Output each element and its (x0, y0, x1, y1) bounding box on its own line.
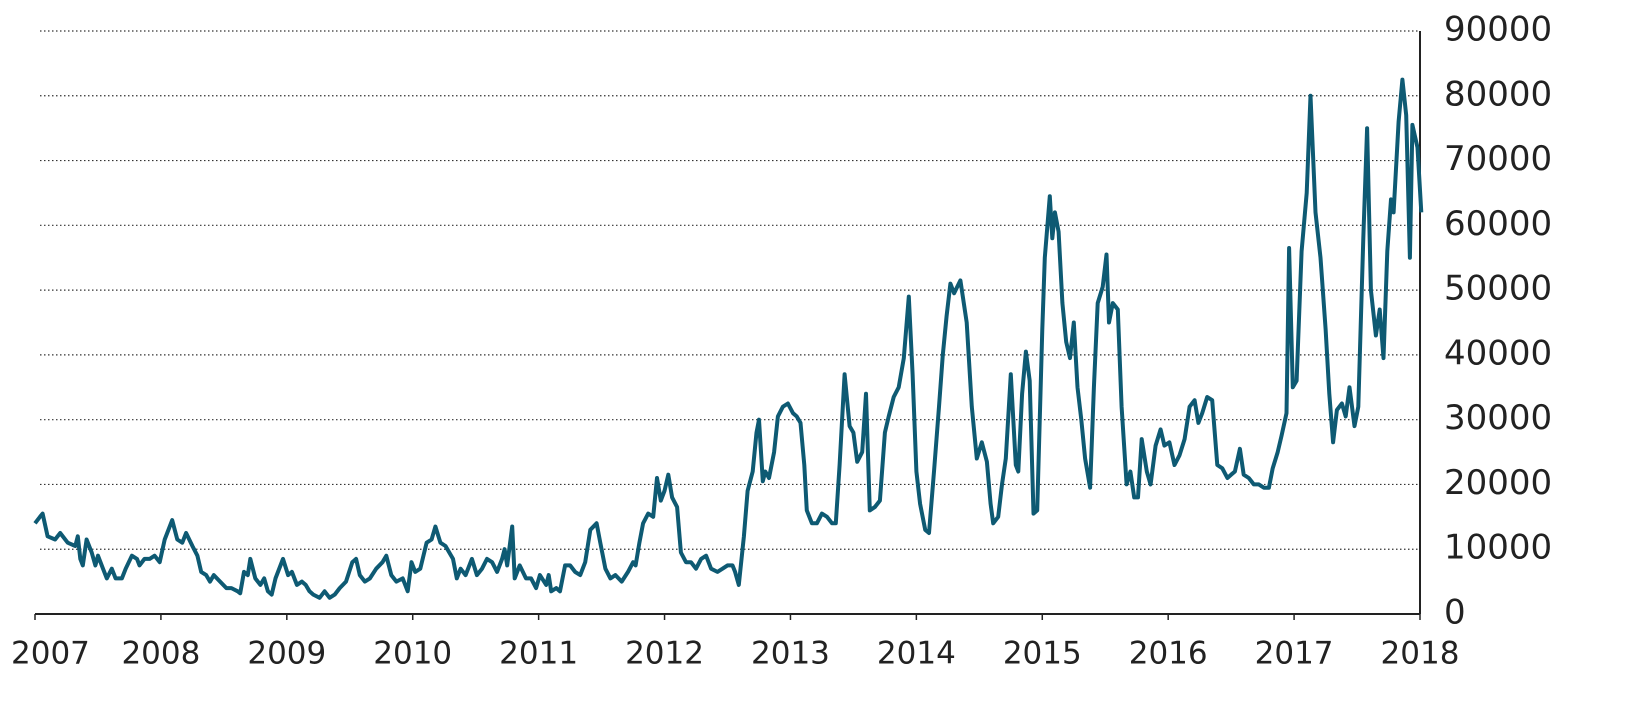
x-tick-label: 2018 (1381, 636, 1460, 672)
x-tick-label: 2012 (625, 636, 704, 672)
x-tick-label: 2015 (1003, 636, 1082, 672)
x-tick-label: 2013 (751, 636, 830, 672)
y-tick-label: 60000 (1444, 204, 1552, 244)
x-tick-label: 2009 (247, 636, 326, 672)
y-tick-label: 70000 (1444, 139, 1552, 179)
y-tick-label: 90000 (1444, 10, 1552, 50)
y-tick-label: 30000 (1444, 398, 1552, 438)
x-tick-label: 2008 (121, 636, 200, 672)
y-tick-label: 40000 (1444, 333, 1552, 373)
y-tick-label: 10000 (1444, 528, 1552, 568)
y-tick-label: 0 (1444, 593, 1466, 633)
x-tick-label: 2011 (499, 636, 578, 672)
y-tick-label: 80000 (1444, 74, 1552, 114)
x-tick-label: 2016 (1129, 636, 1208, 672)
x-tick-label: 2014 (877, 636, 956, 672)
data-line (33, 77, 1424, 600)
x-tick-label: 2010 (373, 636, 452, 672)
y-tick-label: 20000 (1444, 463, 1552, 503)
x-tick-label: 2017 (1255, 636, 1334, 672)
y-tick-label: 50000 (1444, 269, 1552, 309)
x-tick-label: 2007 (11, 636, 90, 672)
